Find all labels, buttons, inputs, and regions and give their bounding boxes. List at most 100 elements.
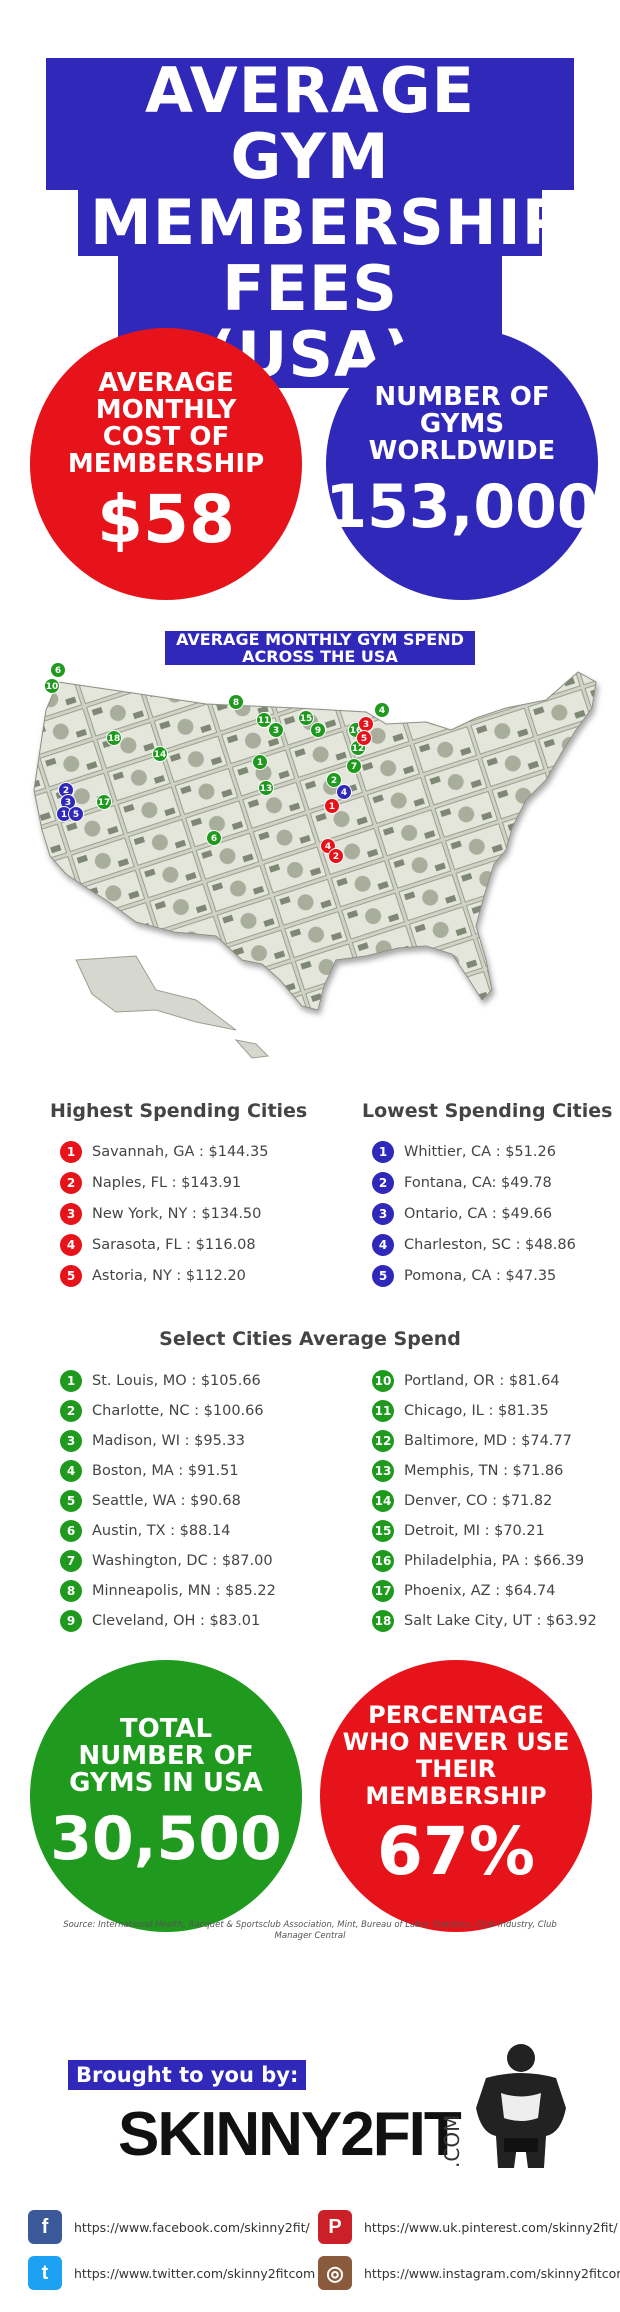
city-spend: Detroit, MI : $70.21	[404, 1523, 545, 1539]
city-spend: Boston, MA : $91.51	[92, 1463, 239, 1479]
hawaii-outline	[234, 1039, 270, 1059]
list-item: 9 Cleveland, OH : $83.01	[60, 1606, 276, 1636]
rank-badge: 2	[372, 1171, 394, 1194]
rank-badge: 2	[60, 1400, 82, 1422]
city-spend: Salt Lake City, UT : $63.92	[404, 1613, 597, 1629]
social-facebook[interactable]: f https://www.facebook.com/skinny2fit/	[28, 2210, 310, 2244]
social-twitter[interactable]: t https://www.twitter.com/skinny2fitcom	[28, 2256, 315, 2290]
never-use-circle: PERCENTAGE WHO NEVER USE THEIR MEMBERSHI…	[320, 1660, 592, 1932]
map-marker: 1	[252, 754, 268, 770]
city-spend: Philadelphia, PA : $66.39	[404, 1553, 585, 1569]
brand-logo: SKINNY2FIT	[118, 2100, 462, 2169]
list-item: 4 Charleston, SC : $48.86	[372, 1229, 576, 1260]
page-title: AVERAGE GYM MEMBERSHIP FEES (USA)	[46, 58, 574, 388]
map-marker: 5	[68, 806, 84, 822]
bodybuilder-icon	[476, 2044, 566, 2168]
list-item: 8 Minneapolis, MN : $85.22	[60, 1576, 276, 1606]
rank-badge: 14	[372, 1490, 394, 1512]
map-marker: 11	[256, 712, 272, 728]
list-item: 12 Baltimore, MD : $74.77	[372, 1426, 597, 1456]
never-use-label: PERCENTAGE WHO NEVER USE THEIR MEMBERSHI…	[342, 1701, 570, 1810]
map-heading: AVERAGE MONTHLY GYM SPEND ACROSS THE USA	[165, 631, 475, 666]
list-item: 3 New York, NY : $134.50	[60, 1198, 268, 1229]
rank-badge: 4	[60, 1460, 82, 1482]
city-spend: Ontario, CA : $49.66	[404, 1205, 553, 1222]
city-spend: Austin, TX : $88.14	[92, 1523, 231, 1539]
city-spend: Charlotte, NC : $100.66	[92, 1403, 264, 1419]
map-marker: 4	[374, 702, 390, 718]
city-spend: Seattle, WA : $90.68	[92, 1493, 241, 1509]
map-marker: 14	[152, 746, 168, 762]
twitter-icon: t	[28, 2256, 62, 2290]
map-marker: 4	[336, 784, 352, 800]
lowest-list: 1 Whittier, CA : $51.26 2 Fontana, CA: $49…	[372, 1136, 576, 1291]
city-spend: Phoenix, AZ : $64.74	[404, 1583, 556, 1599]
facebook-icon: f	[28, 2210, 62, 2244]
social-pinterest[interactable]: P https://www.uk.pinterest.com/skinny2fi…	[318, 2210, 618, 2244]
rank-badge: 6	[60, 1520, 82, 1542]
list-item: 1 St. Louis, MO : $105.66	[60, 1366, 276, 1396]
city-spend: Pomona, CA : $47.35	[404, 1267, 557, 1284]
map-marker: 5	[356, 730, 372, 746]
city-spend: Chicago, IL : $81.35	[404, 1403, 549, 1419]
source-note: Source: International Health, Racquet & …	[63, 1920, 557, 1941]
city-spend: Cleveland, OH : $83.01	[92, 1613, 261, 1629]
map-heading-text: AVERAGE MONTHLY GYM SPEND ACROSS THE USA	[165, 631, 475, 665]
gyms-usa-value: 30,500	[50, 1803, 282, 1874]
avg-cost-label: AVERAGE MONTHLY COST OF MEMBERSHIP	[67, 368, 265, 479]
rank-badge: 4	[372, 1233, 394, 1256]
rank-badge: 16	[372, 1550, 394, 1572]
city-spend: Washington, DC : $87.00	[92, 1553, 273, 1569]
city-spend: St. Louis, MO : $105.66	[92, 1373, 261, 1389]
list-item: 1 Savannah, GA : $144.35	[60, 1136, 268, 1167]
list-item: 14 Denver, CO : $71.82	[372, 1486, 597, 1516]
list-item: 5 Pomona, CA : $47.35	[372, 1260, 576, 1291]
city-spend: Madison, WI : $95.33	[92, 1433, 245, 1449]
list-item: 10 Portland, OR : $81.64	[372, 1366, 597, 1396]
highest-heading: Highest Spending Cities	[50, 1100, 308, 1122]
gyms-usa-label: TOTAL NUMBER OF GYMS IN USA	[69, 1713, 263, 1798]
map-marker: 18	[106, 730, 122, 746]
rank-badge: 4	[60, 1233, 82, 1256]
map-marker: 7	[346, 758, 362, 774]
list-item: 3 Ontario, CA : $49.66	[372, 1198, 576, 1229]
rank-badge: 5	[60, 1264, 82, 1287]
list-item: 13 Memphis, TN : $71.86	[372, 1456, 597, 1486]
rank-badge: 1	[60, 1370, 82, 1392]
map-marker: 1	[324, 798, 340, 814]
city-spend: Memphis, TN : $71.86	[404, 1463, 564, 1479]
rank-badge: 7	[60, 1550, 82, 1572]
list-item: 18 Salt Lake City, UT : $63.92	[372, 1606, 597, 1636]
city-spend: Savannah, GA : $144.35	[92, 1143, 269, 1160]
city-spend: Astoria, NY : $112.20	[92, 1267, 246, 1284]
twitter-url[interactable]: https://www.twitter.com/skinny2fitcom	[74, 2265, 316, 2281]
city-spend: Whittier, CA : $51.26	[404, 1143, 556, 1160]
list-item: 6 Austin, TX : $88.14	[60, 1516, 276, 1546]
map-marker: 2	[326, 772, 342, 788]
instagram-icon: ◎	[318, 2256, 352, 2290]
gyms-worldwide-label: NUMBER OF GYMS WORLDWIDE	[368, 381, 556, 466]
map-marker: 17	[96, 794, 112, 810]
rank-badge: 10	[372, 1370, 394, 1392]
facebook-url[interactable]: https://www.facebook.com/skinny2fit/	[74, 2219, 310, 2235]
title-line-2: MEMBERSHIP	[78, 190, 567, 256]
social-instagram[interactable]: ◎ https://www.instagram.com/skinny2fitco…	[318, 2256, 620, 2290]
pinterest-url[interactable]: https://www.uk.pinterest.com/skinny2fit/	[364, 2219, 618, 2235]
city-spend: Portland, OR : $81.64	[404, 1373, 560, 1389]
rank-badge: 3	[60, 1430, 82, 1452]
list-item: 2 Naples, FL : $143.91	[60, 1167, 268, 1198]
instagram-url[interactable]: https://www.instagram.com/skinny2fitcom	[364, 2265, 620, 2281]
list-item: 3 Madison, WI : $95.33	[60, 1426, 276, 1456]
map-marker: 8	[228, 694, 244, 710]
list-item: 7 Washington, DC : $87.00	[60, 1546, 276, 1576]
title-line-1: AVERAGE GYM	[46, 58, 574, 190]
list-item: 1 Whittier, CA : $51.26	[372, 1136, 576, 1167]
rank-badge: 9	[60, 1610, 82, 1632]
rank-badge: 13	[372, 1460, 394, 1482]
rank-badge: 17	[372, 1580, 394, 1602]
rank-badge: 8	[60, 1580, 82, 1602]
brought-by-label: Brought to you by:	[68, 2060, 307, 2090]
list-item: 5 Astoria, NY : $112.20	[60, 1260, 268, 1291]
pinterest-icon: P	[318, 2210, 352, 2244]
list-item: 5 Seattle, WA : $90.68	[60, 1486, 276, 1516]
